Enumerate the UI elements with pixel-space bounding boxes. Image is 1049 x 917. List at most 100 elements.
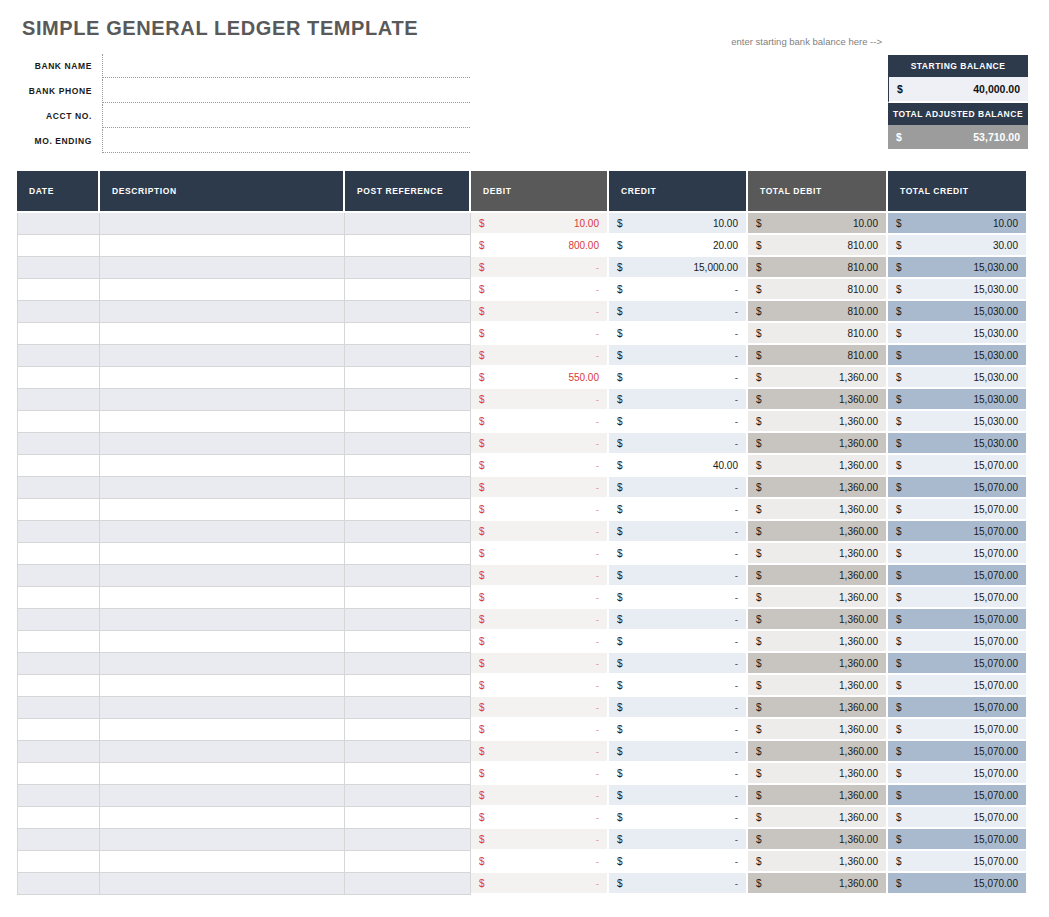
total-debit-cell[interactable]: $ 810.00: [748, 345, 888, 367]
bank-phone-field[interactable]: [102, 79, 470, 103]
total-debit-cell[interactable]: $ 1,360.00: [748, 367, 888, 389]
description-cell[interactable]: [100, 279, 345, 301]
total-credit-cell[interactable]: $ 15,030.00: [888, 389, 1028, 411]
description-cell[interactable]: [100, 851, 345, 873]
debit-cell[interactable]: $ 550.00: [471, 367, 609, 389]
credit-cell[interactable]: $ 20.00: [609, 235, 748, 257]
date-cell[interactable]: [17, 323, 100, 345]
date-cell[interactable]: [17, 433, 100, 455]
description-cell[interactable]: [100, 301, 345, 323]
total-debit-cell[interactable]: $ 1,360.00: [748, 851, 888, 873]
total-credit-cell[interactable]: $ 15,030.00: [888, 301, 1028, 323]
total-credit-cell[interactable]: $ 15,070.00: [888, 609, 1028, 631]
description-cell[interactable]: [100, 389, 345, 411]
total-credit-cell[interactable]: $ 15,030.00: [888, 367, 1028, 389]
date-cell[interactable]: [17, 785, 100, 807]
description-cell[interactable]: [100, 763, 345, 785]
description-cell[interactable]: [100, 653, 345, 675]
post-reference-cell[interactable]: [345, 609, 471, 631]
total-debit-cell[interactable]: $ 1,360.00: [748, 807, 888, 829]
total-debit-cell[interactable]: $ 810.00: [748, 323, 888, 345]
credit-cell[interactable]: $ -: [609, 631, 748, 653]
date-cell[interactable]: [17, 257, 100, 279]
credit-cell[interactable]: $ -: [609, 675, 748, 697]
credit-cell[interactable]: $ -: [609, 587, 748, 609]
date-cell[interactable]: [17, 697, 100, 719]
total-credit-cell[interactable]: $ 15,070.00: [888, 741, 1028, 763]
credit-cell[interactable]: $ -: [609, 741, 748, 763]
post-reference-cell[interactable]: [345, 433, 471, 455]
date-cell[interactable]: [17, 389, 100, 411]
description-cell[interactable]: [100, 345, 345, 367]
total-debit-cell[interactable]: $ 1,360.00: [748, 653, 888, 675]
total-credit-cell[interactable]: $ 15,030.00: [888, 433, 1028, 455]
post-reference-cell[interactable]: [345, 565, 471, 587]
post-reference-cell[interactable]: [345, 367, 471, 389]
total-credit-cell[interactable]: $ 15,070.00: [888, 653, 1028, 675]
post-reference-cell[interactable]: [345, 807, 471, 829]
debit-cell[interactable]: $ -: [471, 411, 609, 433]
description-cell[interactable]: [100, 697, 345, 719]
starting-balance-value[interactable]: $ 40,000.00: [888, 77, 1028, 103]
debit-cell[interactable]: $ -: [471, 719, 609, 741]
post-reference-cell[interactable]: [345, 719, 471, 741]
debit-cell[interactable]: $ -: [471, 829, 609, 851]
post-reference-cell[interactable]: [345, 543, 471, 565]
description-cell[interactable]: [100, 785, 345, 807]
debit-cell[interactable]: $ -: [471, 477, 609, 499]
post-reference-cell[interactable]: [345, 477, 471, 499]
post-reference-cell[interactable]: [345, 785, 471, 807]
description-cell[interactable]: [100, 807, 345, 829]
credit-cell[interactable]: $ -: [609, 521, 748, 543]
post-reference-cell[interactable]: [345, 851, 471, 873]
credit-cell[interactable]: $ -: [609, 829, 748, 851]
debit-cell[interactable]: $ -: [471, 543, 609, 565]
post-reference-cell[interactable]: [345, 873, 471, 895]
credit-cell[interactable]: $ -: [609, 477, 748, 499]
date-cell[interactable]: [17, 565, 100, 587]
post-reference-cell[interactable]: [345, 455, 471, 477]
description-cell[interactable]: [100, 213, 345, 235]
post-reference-cell[interactable]: [345, 587, 471, 609]
total-debit-cell[interactable]: $ 10.00: [748, 213, 888, 235]
credit-cell[interactable]: $ -: [609, 389, 748, 411]
date-cell[interactable]: [17, 631, 100, 653]
description-cell[interactable]: [100, 829, 345, 851]
post-reference-cell[interactable]: [345, 301, 471, 323]
total-debit-cell[interactable]: $ 1,360.00: [748, 741, 888, 763]
total-debit-cell[interactable]: $ 1,360.00: [748, 587, 888, 609]
description-cell[interactable]: [100, 477, 345, 499]
total-debit-cell[interactable]: $ 1,360.00: [748, 609, 888, 631]
credit-cell[interactable]: $ -: [609, 433, 748, 455]
debit-cell[interactable]: $ -: [471, 455, 609, 477]
post-reference-cell[interactable]: [345, 279, 471, 301]
total-credit-cell[interactable]: $ 30.00: [888, 235, 1028, 257]
credit-cell[interactable]: $ 10.00: [609, 213, 748, 235]
credit-cell[interactable]: $ -: [609, 873, 748, 895]
debit-cell[interactable]: $ -: [471, 521, 609, 543]
date-cell[interactable]: [17, 411, 100, 433]
post-reference-cell[interactable]: [345, 389, 471, 411]
post-reference-cell[interactable]: [345, 257, 471, 279]
post-reference-cell[interactable]: [345, 631, 471, 653]
total-debit-cell[interactable]: $ 1,360.00: [748, 763, 888, 785]
credit-cell[interactable]: $ -: [609, 697, 748, 719]
debit-cell[interactable]: $ -: [471, 697, 609, 719]
debit-cell[interactable]: $ -: [471, 851, 609, 873]
description-cell[interactable]: [100, 873, 345, 895]
credit-cell[interactable]: $ -: [609, 719, 748, 741]
date-cell[interactable]: [17, 851, 100, 873]
total-credit-cell[interactable]: $ 15,070.00: [888, 477, 1028, 499]
debit-cell[interactable]: $ -: [471, 301, 609, 323]
post-reference-cell[interactable]: [345, 213, 471, 235]
total-credit-cell[interactable]: $ 15,070.00: [888, 565, 1028, 587]
debit-cell[interactable]: $ 800.00: [471, 235, 609, 257]
debit-cell[interactable]: $ -: [471, 279, 609, 301]
date-cell[interactable]: [17, 741, 100, 763]
debit-cell[interactable]: $ -: [471, 763, 609, 785]
description-cell[interactable]: [100, 521, 345, 543]
description-cell[interactable]: [100, 609, 345, 631]
total-debit-cell[interactable]: $ 1,360.00: [748, 697, 888, 719]
debit-cell[interactable]: $ -: [471, 741, 609, 763]
total-debit-cell[interactable]: $ 810.00: [748, 301, 888, 323]
